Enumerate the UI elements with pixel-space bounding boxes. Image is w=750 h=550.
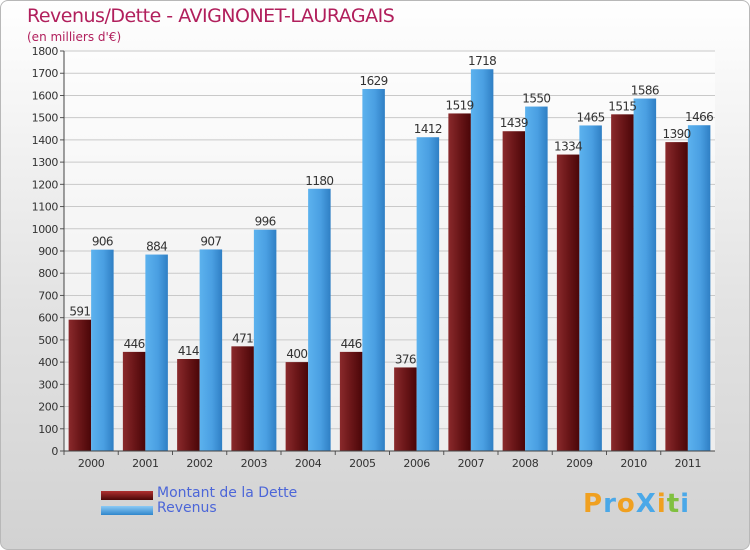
y-tick-label: 400 — [38, 356, 58, 369]
data-label: 400 — [286, 347, 307, 361]
revenue-bar — [362, 89, 385, 451]
x-tick-label: 2007 — [458, 457, 485, 470]
revenue-bar — [253, 229, 277, 451]
data-label: 591 — [69, 305, 90, 319]
revenue-bar — [145, 254, 168, 451]
data-label: 1629 — [360, 74, 388, 88]
data-label: 1718 — [468, 54, 496, 68]
data-label: 996 — [255, 215, 276, 229]
data-label: 1466 — [685, 110, 713, 124]
y-tick-label: 900 — [38, 245, 58, 258]
proxiti-logo: ProXiti — [583, 489, 690, 519]
data-label: 1334 — [554, 140, 582, 154]
logo-letter: i — [680, 489, 691, 519]
logo-letter: X — [635, 489, 657, 519]
legend-label-debt: Montant de la Dette — [157, 485, 298, 501]
revenue-bar — [470, 69, 494, 451]
legend-swatch-debt — [101, 491, 153, 500]
y-tick-label: 200 — [38, 401, 58, 414]
data-label: 376 — [395, 352, 416, 366]
debt-bar — [665, 142, 688, 451]
data-label: 1465 — [577, 110, 605, 124]
data-label: 1412 — [414, 122, 442, 136]
data-label: 1519 — [446, 98, 474, 112]
y-tick-label: 800 — [38, 267, 58, 280]
y-tick-label: 300 — [38, 378, 58, 391]
data-label: 446 — [124, 337, 145, 351]
x-tick-label: 2004 — [295, 457, 322, 470]
revenue-bar — [416, 137, 440, 451]
revenue-bar — [308, 188, 331, 451]
x-tick-label: 2000 — [78, 457, 105, 470]
debt-bar — [285, 362, 309, 451]
y-tick-label: 1200 — [32, 178, 59, 191]
logo-letter: t — [666, 489, 681, 519]
data-label: 414 — [178, 344, 199, 358]
revenue-bar — [633, 98, 657, 452]
legend-swatch-revenue — [101, 506, 153, 515]
x-tick-label: 2002 — [186, 457, 212, 470]
revenue-bar — [199, 249, 223, 451]
data-label: 1550 — [522, 92, 550, 106]
debt-bar — [556, 154, 580, 452]
x-tick-label: 2010 — [620, 457, 647, 470]
debt-bar — [231, 346, 254, 451]
y-tick-label: 0 — [51, 445, 58, 458]
y-tick-label: 500 — [38, 334, 58, 347]
debt-bar — [611, 114, 634, 451]
y-tick-label: 1300 — [32, 156, 59, 169]
data-label: 1586 — [631, 84, 659, 98]
logo-letter: i — [656, 489, 667, 519]
x-tick-label: 2001 — [132, 457, 158, 470]
x-tick-label: 2009 — [566, 457, 593, 470]
debt-bar — [177, 359, 200, 451]
y-tick-label: 600 — [38, 312, 58, 325]
logo-letter: o — [616, 489, 636, 519]
x-tick-label: 2008 — [512, 457, 539, 470]
y-tick-label: 700 — [38, 289, 58, 302]
debt-bar — [448, 113, 471, 451]
x-tick-label: 2011 — [675, 457, 701, 470]
data-label: 884 — [146, 240, 167, 254]
data-label: 471 — [232, 331, 253, 345]
y-tick-label: 1100 — [32, 201, 59, 214]
logo-letter: P — [583, 489, 604, 519]
y-tick-label: 1500 — [32, 112, 59, 125]
revenue-bar — [579, 125, 602, 451]
data-label: 907 — [200, 234, 221, 248]
y-tick-label: 1700 — [32, 67, 59, 80]
y-tick-label: 1600 — [32, 89, 59, 102]
debt-bar — [339, 351, 363, 451]
logo-letter: r — [603, 489, 617, 519]
chart-title: Revenus/Dette - AVIGNONET-LAURAGAIS — [27, 5, 395, 27]
debt-bar — [68, 319, 92, 451]
revenue-bar — [687, 125, 711, 451]
y-tick-label: 1800 — [32, 45, 59, 58]
legend-label-revenue: Revenus — [157, 500, 217, 516]
debt-bar — [502, 131, 526, 451]
data-label: 1439 — [500, 116, 528, 130]
y-tick-label: 100 — [38, 423, 58, 436]
chart-subtitle: (en milliers d'€) — [27, 30, 122, 44]
data-label: 1515 — [608, 99, 636, 113]
debt-bar — [122, 351, 146, 451]
revenue-bar — [91, 249, 114, 451]
data-label: 906 — [92, 235, 113, 249]
data-label: 1180 — [305, 174, 333, 188]
x-tick-label: 2006 — [403, 457, 430, 470]
revenue-bar — [525, 106, 548, 452]
y-tick-label: 1000 — [32, 223, 59, 236]
data-label: 1390 — [663, 127, 691, 141]
x-tick-label: 2005 — [349, 457, 376, 470]
debt-bar — [394, 367, 417, 451]
y-tick-label: 1400 — [32, 134, 59, 147]
x-tick-label: 2003 — [241, 457, 268, 470]
data-label: 446 — [341, 337, 362, 351]
